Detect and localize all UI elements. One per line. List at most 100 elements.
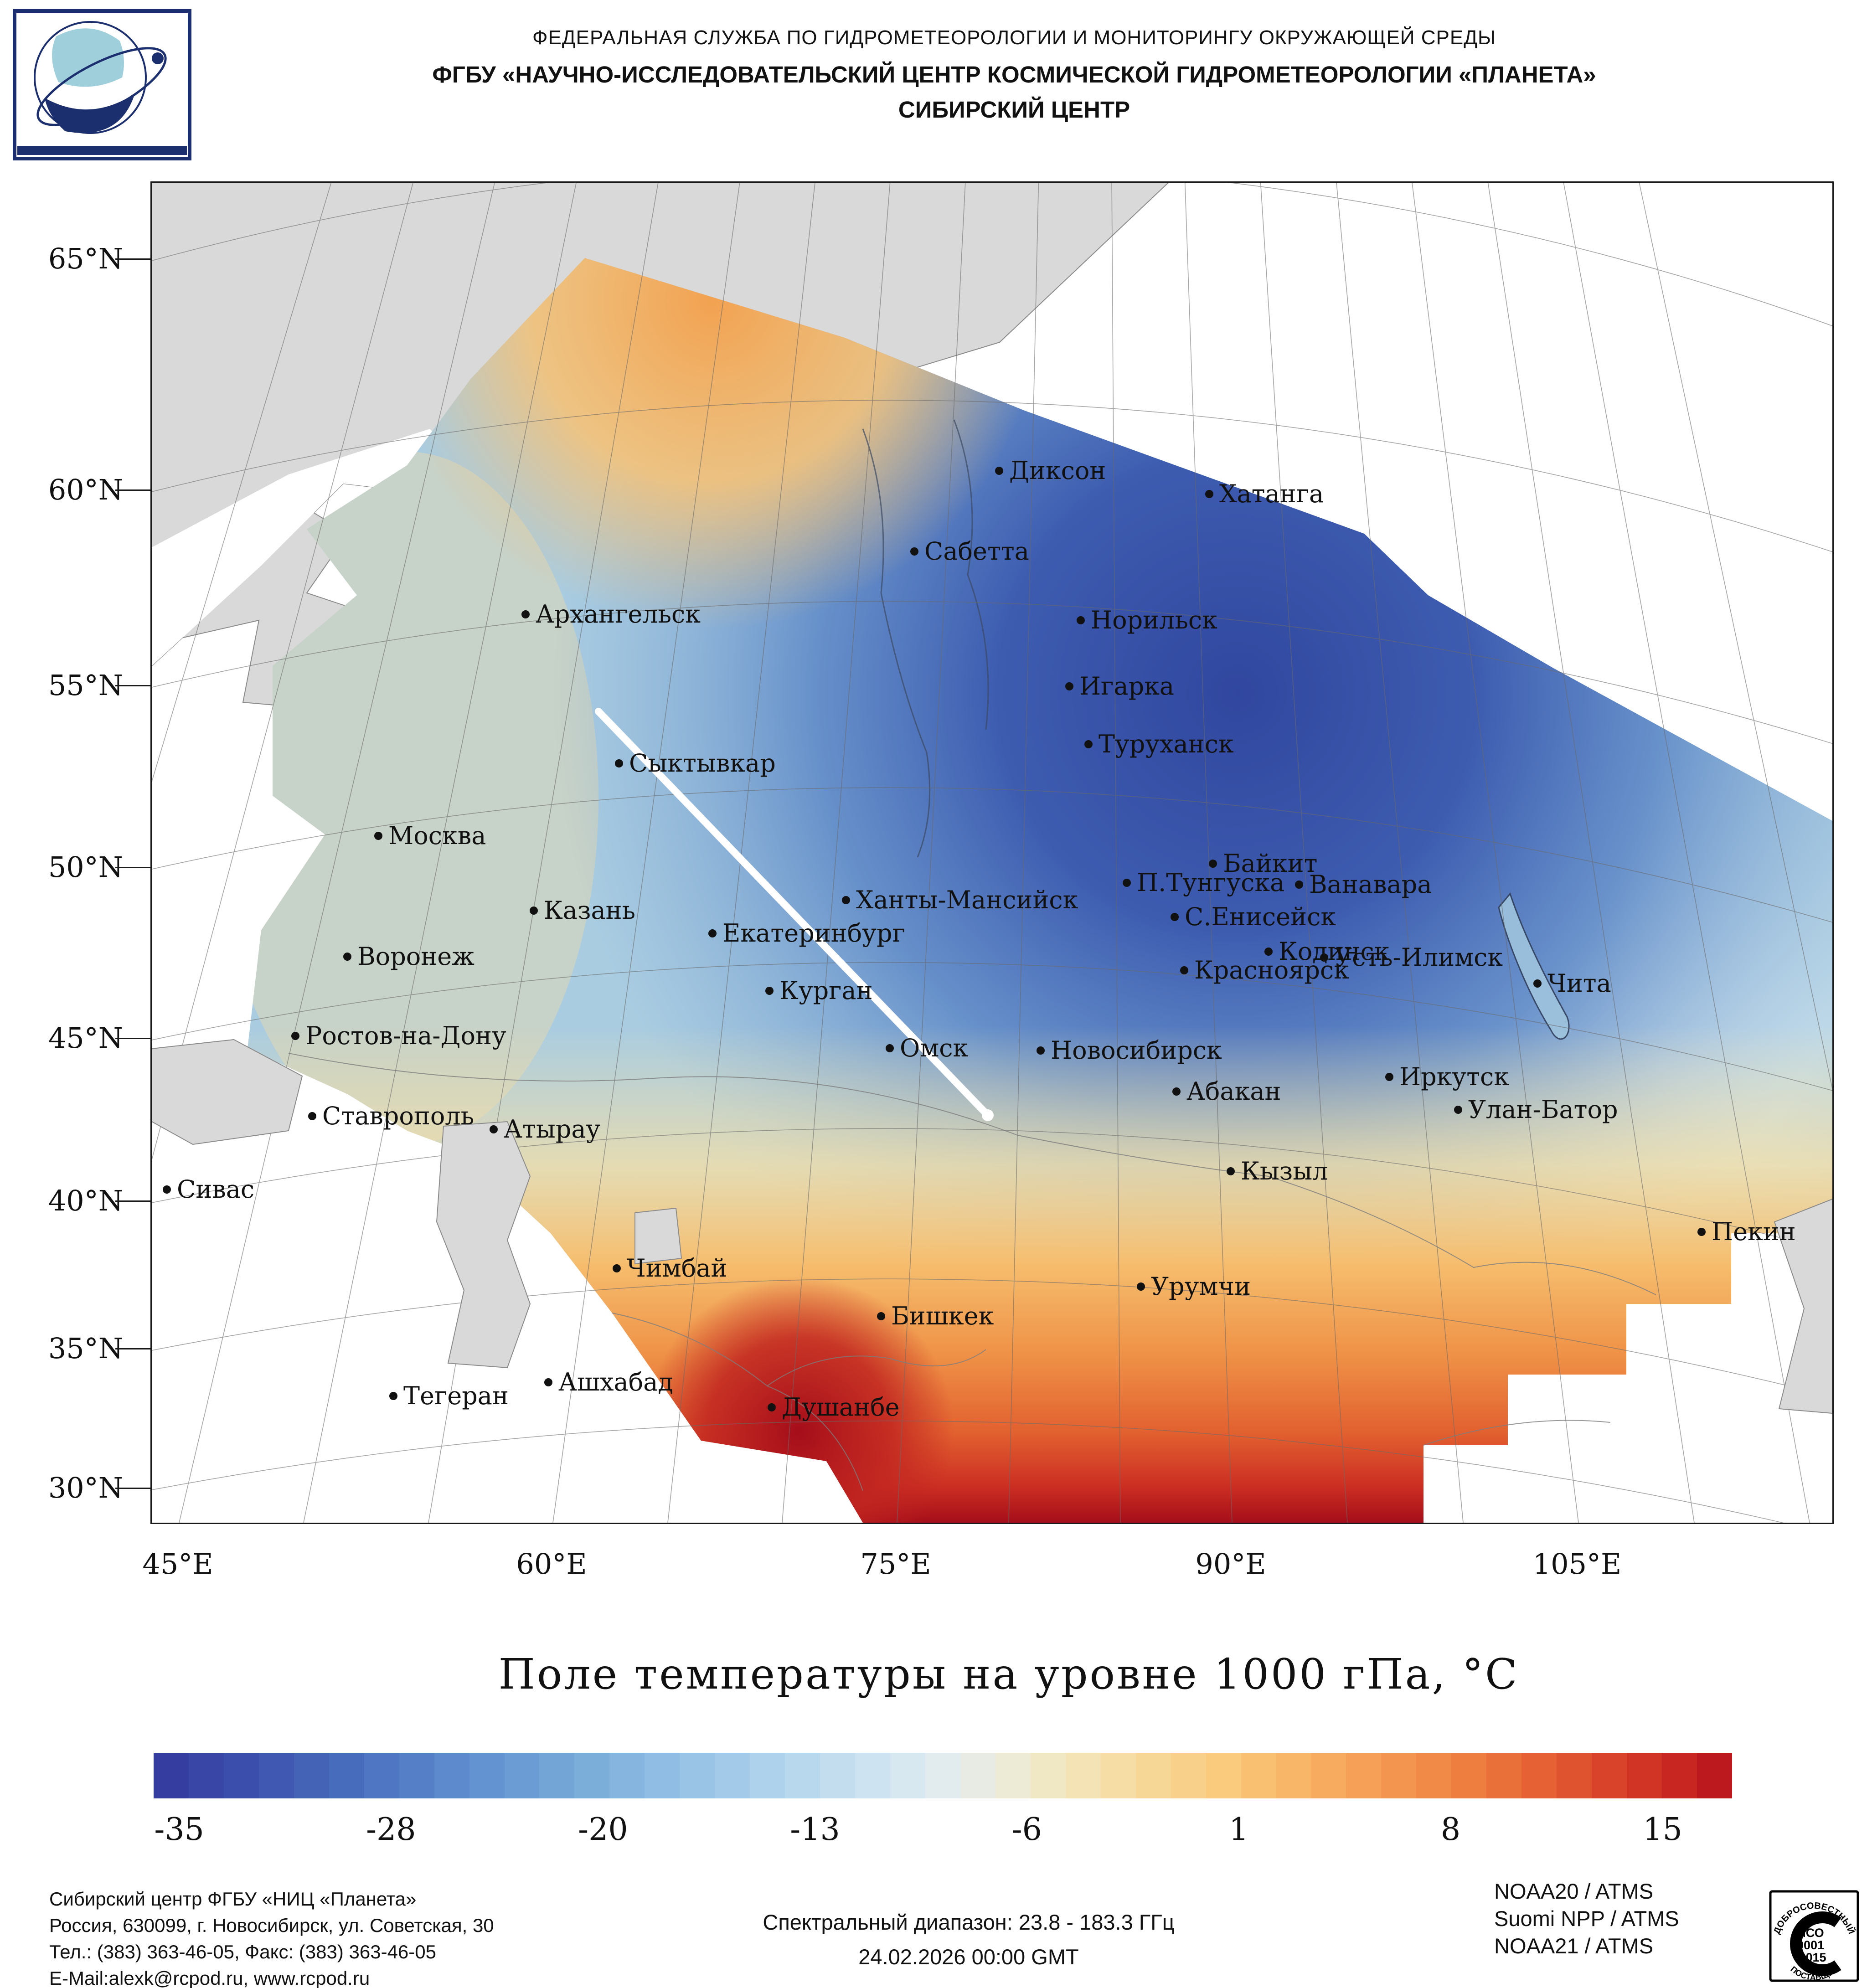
city-marker[interactable]: П.Тунгуска (1123, 868, 1284, 897)
logo-orbit-icon (36, 47, 167, 126)
colorbar-cell (1592, 1753, 1627, 1798)
city-label: С.Енисейск (1185, 902, 1336, 931)
city-label: Сабетта (924, 537, 1029, 566)
colorbar-cell (995, 1753, 1031, 1798)
city-dot-icon (613, 1264, 621, 1272)
city-label: Иркутск (1399, 1062, 1509, 1091)
city-marker[interactable]: Тегеран (389, 1381, 509, 1410)
city-marker[interactable]: Диксон (995, 456, 1106, 485)
lat-tick-mark (115, 685, 151, 686)
city-label: Ханты-Мансийск (856, 886, 1078, 914)
city-marker[interactable]: Сивас (163, 1175, 254, 1204)
city-label: Усть-Илимск (1334, 943, 1503, 972)
city-marker[interactable]: Кызыл (1227, 1157, 1328, 1185)
city-marker[interactable]: Новосибирск (1037, 1036, 1222, 1065)
city-dot-icon (1065, 682, 1073, 690)
meridian-line (303, 183, 577, 1523)
city-marker[interactable]: Абакан (1172, 1077, 1281, 1106)
header-center-line: СИБИРСКИЙ ЦЕНТР (898, 97, 1130, 123)
city-label: Ашхабад (558, 1368, 673, 1396)
city-dot-icon (1209, 860, 1217, 868)
city-marker[interactable]: Ашхабад (544, 1368, 673, 1396)
city-marker[interactable]: Атырау (490, 1115, 601, 1143)
city-label: Бишкек (891, 1302, 994, 1330)
city-dot-icon (389, 1392, 397, 1400)
lat-tick-mark (115, 867, 151, 868)
city-marker[interactable]: Казань (530, 896, 635, 925)
city-marker[interactable]: С.Енисейск (1171, 902, 1336, 931)
city-marker[interactable]: Игарка (1065, 672, 1174, 700)
city-marker[interactable]: Воронеж (343, 942, 474, 971)
city-marker[interactable]: Екатеринбург (708, 919, 905, 948)
city-label: Сивас (177, 1175, 254, 1204)
lon-tick-label: 75°E (860, 1547, 931, 1581)
colorbar-cell (1030, 1753, 1066, 1798)
temperature-map[interactable]: Архангельск Диксон Хатанга Сабетта Норильск И… (152, 183, 1832, 1523)
meridian-line (897, 183, 966, 1523)
planeta-logo (13, 9, 191, 160)
city-marker[interactable]: Хатанга (1205, 479, 1324, 508)
city-marker[interactable]: Урумчи (1137, 1272, 1251, 1301)
city-marker[interactable]: Ростов-на-Дону (291, 1021, 506, 1050)
city-label: Душанбе (782, 1393, 900, 1421)
city-marker[interactable]: Байкит (1209, 849, 1317, 878)
city-marker[interactable]: Курган (765, 976, 873, 1005)
footer-info-block: Спектральный диапазон: 23.8 - 183.3 ГГц … (581, 1905, 1356, 1974)
black-sea-shape (152, 1039, 303, 1145)
meridian-line (1563, 183, 1810, 1523)
footer-contact-line: E-Mail:alexk@rcpod.ru, www.rcpod.ru (49, 1967, 370, 1988)
city-marker[interactable]: Бишкек (877, 1302, 994, 1330)
city-marker[interactable]: Ханты-Мансийск (842, 886, 1078, 914)
header-institute-line: ФГБУ «НАУЧНО-ИССЛЕДОВАТЕЛЬСКИЙ ЦЕНТР КОС… (432, 62, 1596, 88)
map-panel[interactable]: Архангельск Диксон Хатанга Сабетта Норильск И… (150, 181, 1834, 1524)
city-marker[interactable]: Омск (886, 1034, 969, 1062)
city-dot-icon (615, 759, 623, 767)
city-marker[interactable]: Ванавара (1295, 870, 1432, 899)
city-dot-icon (995, 467, 1003, 475)
colorbar-tick-value: -28 (366, 1812, 416, 1848)
colorbar-tick-value: 1 (1229, 1812, 1249, 1848)
city-label: Атырау (504, 1115, 601, 1143)
meridian-line (667, 183, 815, 1523)
city-marker[interactable]: Норильск (1077, 606, 1217, 634)
city-dot-icon (765, 987, 774, 995)
colorbar-cell (715, 1753, 750, 1798)
city-dot-icon (910, 547, 918, 556)
city-marker[interactable]: Кодинск (1264, 937, 1390, 966)
colorbar-cell (1557, 1753, 1592, 1798)
city-marker[interactable]: Архангельск (521, 600, 701, 628)
city-marker[interactable]: Красноярск (1180, 956, 1349, 984)
meridian-line (1639, 183, 1832, 1091)
city-label: Чита (1547, 969, 1611, 998)
colorbar-tick-value: 15 (1643, 1812, 1682, 1848)
caspian-sea-shape (436, 1121, 531, 1369)
city-marker[interactable]: Душанбе (768, 1393, 900, 1421)
lat-tick-mark (115, 1038, 151, 1039)
satellite-list: NOAA20 / ATMS Suomi NPP / ATMS NOAA21 / AT… (1494, 1878, 1679, 1960)
meridian-line (1487, 183, 1695, 1523)
city-marker[interactable]: Улан-Батор (1454, 1095, 1618, 1124)
colorbar-cell (1276, 1753, 1311, 1798)
colorbar-cell (1451, 1753, 1487, 1798)
city-marker[interactable]: Ставрополь (308, 1102, 474, 1130)
city-label: Чимбай (627, 1254, 727, 1282)
colorbar-cell (258, 1753, 294, 1798)
city-marker[interactable]: Чимбай (613, 1254, 727, 1282)
city-marker[interactable]: Пекин (1697, 1217, 1796, 1246)
city-label: Диксон (1009, 456, 1106, 485)
colorbar-cell (1661, 1753, 1697, 1798)
iso-middle-line: -2015 (1795, 1951, 1826, 1964)
city-marker[interactable]: Туруханск (1084, 730, 1234, 758)
colorbar-cell (329, 1753, 364, 1798)
colorbar-cell (364, 1753, 399, 1798)
city-marker[interactable]: Иркутск (1385, 1062, 1509, 1091)
city-marker[interactable]: Москва (374, 821, 486, 850)
city-marker[interactable]: Сабетта (910, 537, 1029, 566)
city-marker[interactable]: Усть-Илимск (1320, 943, 1503, 972)
colorbar-cell (188, 1753, 224, 1798)
city-marker[interactable]: Чита (1533, 969, 1611, 998)
lon-tick-label: 105°E (1532, 1547, 1622, 1581)
city-marker[interactable]: Сыктывкар (615, 749, 776, 778)
cities-layer: Архангельск Диксон Хатанга Сабетта Норильск И… (163, 456, 1796, 1421)
